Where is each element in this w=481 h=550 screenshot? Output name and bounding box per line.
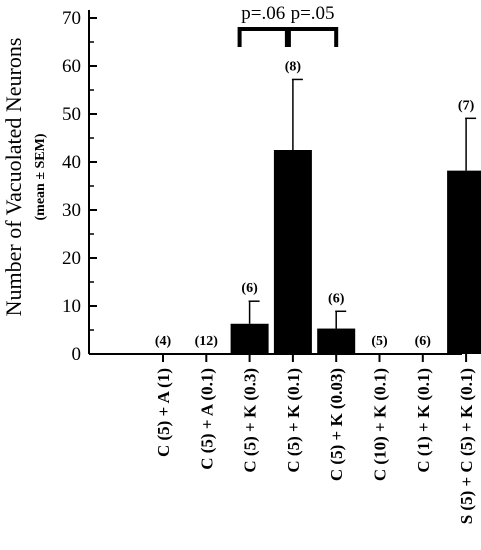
bar [447,170,481,354]
significance-bracket [237,27,289,47]
category-label: S (5) + C (5) + K (0.1) [457,368,476,524]
bar [230,323,269,354]
y-tick-label: 20 [62,248,81,269]
y-axis-subtitle: (mean ± SEM) [33,133,48,220]
y-tick-label: 60 [62,56,81,77]
significance-bracket [286,27,339,47]
bars [230,150,481,354]
sample-size-label: (4) [155,334,172,349]
sample-size-label: (8) [285,59,302,74]
sample-size-label: (6) [241,281,258,296]
y-tick-label: 50 [62,104,81,125]
p-value-label: p=.05 [291,3,335,24]
sample-size-label: (6) [328,291,345,306]
error-bars [248,78,477,329]
y-axis-title: Number of Vacuolated Neurons [1,38,26,317]
bar [273,150,312,354]
sample-size-label: (7) [458,98,475,113]
sample-size-label: (12) [195,334,219,349]
category-label: C (5) + K (0.1) [284,368,303,473]
category-labels: C (5) + A (1) C (5) + A (0.1) C (5) + K (0… [154,368,476,524]
y-tick-label: 40 [62,152,81,173]
sample-size-label: (5) [371,334,388,349]
sample-size-label: (6) [415,334,432,349]
category-label: C (10) + K (0.1) [371,368,390,481]
y-tick-label: 10 [62,296,81,317]
p-value-label: p=.06 [241,3,285,24]
category-label: C (1) + K (0.1) [414,368,433,473]
y-axis: 0 10 20 30 40 50 60 70 [62,8,97,365]
category-label: C (5) + K (0.3) [241,368,260,473]
bar [317,328,356,354]
category-label: C (5) + A (0.1) [197,368,216,470]
y-tick-label: 0 [72,344,82,365]
significance-annotations: p=.06 p=.05 [237,3,339,47]
sample-size-labels: (4) (12) (6) (8) (6) (5) (6) (7) [155,59,475,349]
category-label: C (5) + A (1) [154,368,173,457]
y-tick-label: 70 [62,8,81,29]
x-axis [89,353,468,362]
category-label: C (5) + K (0.03) [327,368,346,481]
y-tick-label: 30 [62,200,81,221]
